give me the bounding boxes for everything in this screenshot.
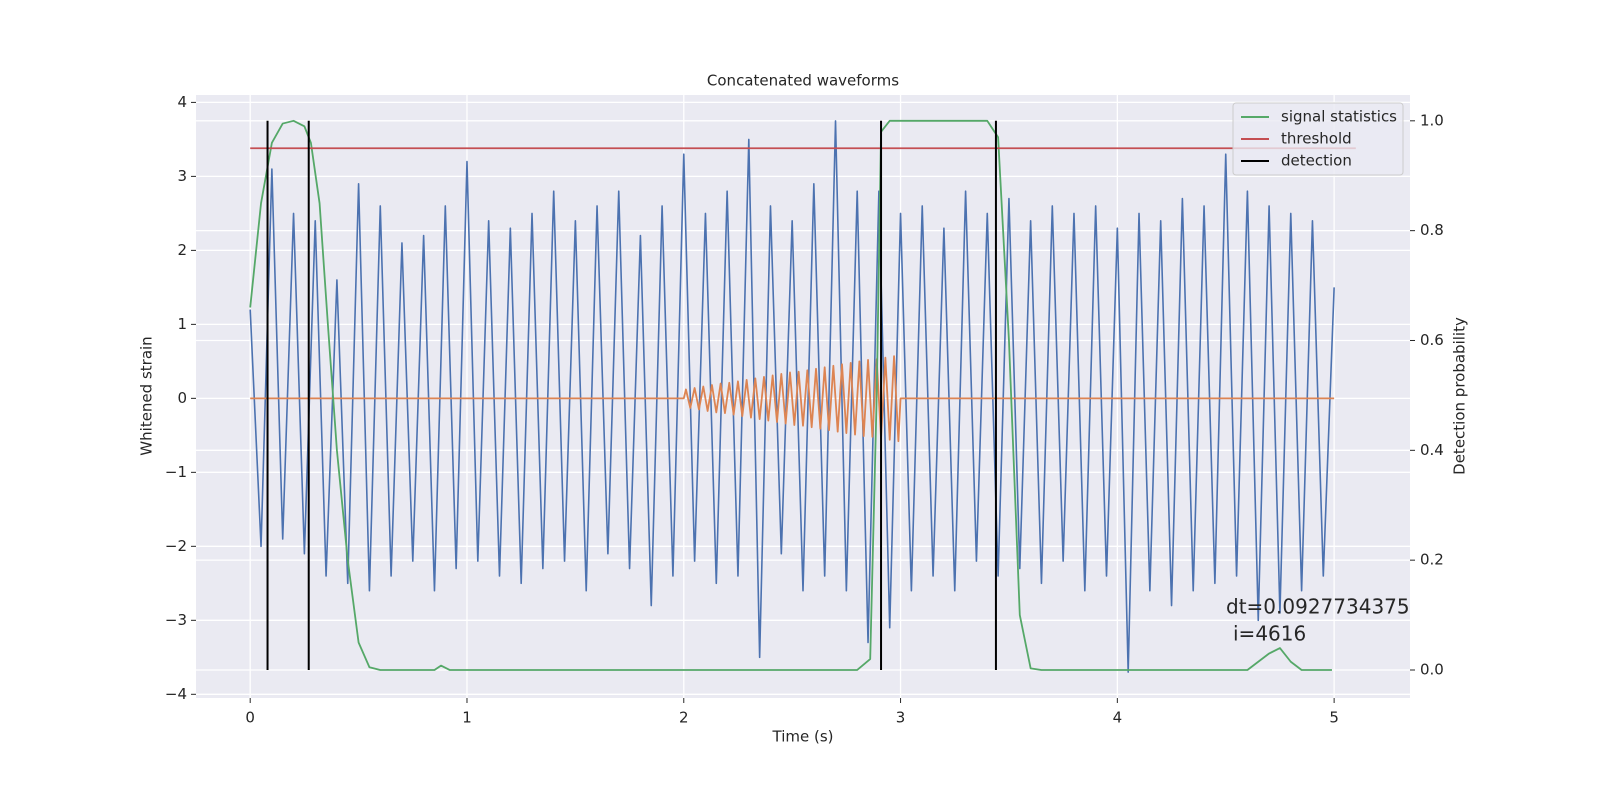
y2-tick-label: 0.4 [1420,441,1444,459]
y2-tick-label: 0.0 [1420,660,1444,678]
chart-title: Concatenated waveforms [707,72,899,90]
y2-tick-label: 0.8 [1420,221,1444,239]
y-tick-label: −2 [165,537,187,555]
y2-tick-label: 0.2 [1420,551,1444,569]
legend-label: threshold [1281,130,1352,148]
y-tick-label: −4 [165,685,187,703]
x-tick-label: 0 [245,709,255,727]
y2-axis-label: Detection probability [1451,317,1469,475]
x-tick-label: 5 [1329,709,1339,727]
series-line [249,120,1335,673]
y-axis-label: Whitened strain [138,336,156,455]
x-tick-label: 3 [896,709,906,727]
plot-area [196,95,1410,698]
x-tick-label: 4 [1113,709,1123,727]
series-line [250,355,1335,443]
y-tick-label: 1 [177,315,187,333]
legend-box [1232,102,1404,176]
y2-tick-label: 1.0 [1420,111,1444,129]
y-tick-label: 0 [177,389,187,407]
annotation: i=4616 [1233,622,1306,646]
y-tick-label: 4 [177,93,187,111]
annotation: dt=0.0927734375 [1226,595,1410,619]
x-axis-label: Time (s) [772,728,834,746]
y-tick-label: 3 [177,167,187,185]
y2-tick-label: 0.6 [1420,331,1444,349]
y-tick-label: 2 [177,241,187,259]
legend-label: detection [1281,152,1352,170]
legend: signal statistics threshold detection [1232,102,1404,176]
y-tick-label: −3 [165,611,187,629]
series-line [249,119,1332,671]
legend-label: signal statistics [1281,108,1397,126]
axes: 0 1 2 3 4 5 −4 −3 −2 −1 0 1 2 3 4 0.0 0.2 0.4 0.6 0.8 1.0 [165,93,1444,727]
marks [249,119,1356,673]
y-tick-label: −1 [165,463,187,481]
x-tick-label: 2 [679,709,689,727]
x-tick-label: 1 [462,709,472,727]
